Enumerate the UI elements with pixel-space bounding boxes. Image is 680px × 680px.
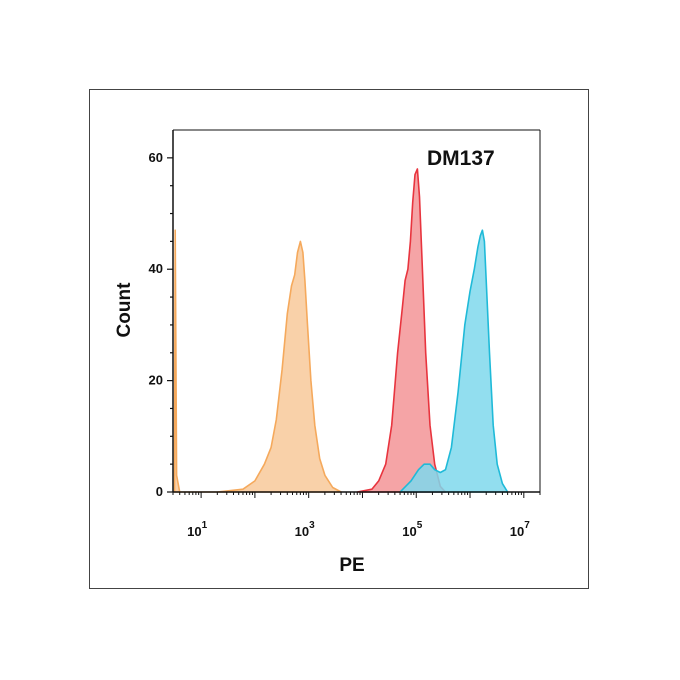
labels-layer: 0 20 40 60 101 103 105 107 bbox=[149, 150, 531, 539]
y-axis-title: Count bbox=[114, 282, 135, 338]
x-tick-label: 105 bbox=[402, 520, 422, 539]
y-tick-label: 0 bbox=[156, 484, 163, 499]
series-0-area bbox=[173, 229, 342, 493]
series-2-area bbox=[399, 229, 509, 493]
x-tick-label: 107 bbox=[510, 520, 530, 539]
series-layer bbox=[173, 168, 509, 493]
chart-title: DM137 bbox=[427, 147, 495, 170]
y-tick-label: 40 bbox=[149, 261, 163, 276]
histogram-chart: 0 20 40 60 101 103 105 107 DM137 PE Count bbox=[114, 129, 541, 576]
chart-frame: 0 20 40 60 101 103 105 107 DM137 PE Count bbox=[89, 89, 589, 589]
x-tick-label: 103 bbox=[295, 520, 315, 539]
series-1-area bbox=[356, 168, 447, 493]
y-tick-label: 60 bbox=[149, 150, 163, 165]
x-axis-title: PE bbox=[339, 555, 364, 576]
x-tick-label: 101 bbox=[187, 520, 207, 539]
axes-layer bbox=[167, 129, 541, 498]
y-tick-label: 20 bbox=[149, 373, 163, 388]
